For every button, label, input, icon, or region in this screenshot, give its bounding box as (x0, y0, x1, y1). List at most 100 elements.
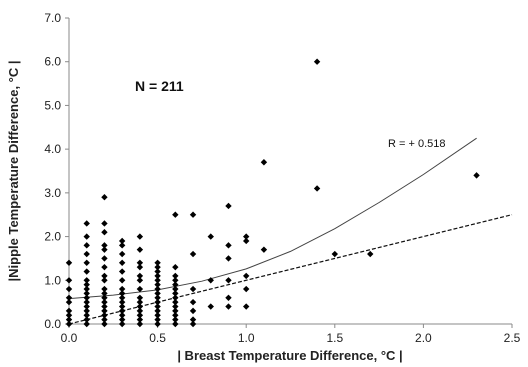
data-point (154, 320, 161, 328)
data-point (367, 250, 374, 258)
y-tick-label: 3.0 (44, 186, 61, 200)
data-point (154, 316, 161, 323)
y-tick-label: 6.0 (44, 55, 61, 69)
data-point (136, 316, 144, 323)
data-point (101, 294, 108, 301)
data-point (172, 211, 179, 218)
axes: 0.0 1.0 2.0 3.0 4.0 5.0 6.0 7.0 0.0 0.5 1.0 1.5 2.0 2… (44, 11, 520, 345)
data-point (172, 316, 179, 323)
data-point (83, 220, 90, 227)
y-tick-label: 7.0 (44, 11, 61, 25)
data-point (101, 316, 108, 323)
data-point (118, 237, 126, 245)
data-point (83, 285, 90, 293)
data-point (172, 312, 179, 319)
data-point (83, 312, 90, 319)
data-point (154, 263, 161, 271)
data-point (243, 233, 250, 240)
data-point (225, 255, 232, 262)
x-tick-label: 1.5 (326, 331, 343, 345)
data-point (101, 277, 108, 284)
data-point (243, 303, 250, 310)
data-point (83, 316, 90, 323)
data-point (225, 294, 232, 301)
data-point (101, 229, 108, 236)
data-point (225, 277, 232, 284)
data-point (65, 285, 73, 293)
data-point (207, 233, 214, 240)
y-axis-title: |Nipple Temperature Difference, °C | (6, 60, 21, 281)
data-point (118, 242, 126, 249)
data-point (154, 268, 161, 275)
data-point (101, 290, 108, 297)
data-point (189, 285, 197, 293)
data-point (154, 281, 161, 288)
data-point (172, 320, 179, 328)
fit-lines (68, 137, 513, 325)
data-point (136, 246, 144, 253)
data-point (83, 281, 90, 288)
data-point (331, 250, 338, 258)
data-point (101, 320, 108, 328)
data-point (118, 259, 126, 266)
data-point (189, 307, 197, 315)
data-point (65, 312, 73, 319)
data-point (136, 259, 144, 266)
exponential-trendline (68, 137, 477, 300)
data-point (260, 246, 268, 253)
data-points (65, 58, 480, 328)
data-point (118, 294, 126, 301)
data-point (225, 303, 232, 310)
data-point (172, 298, 179, 306)
data-point (83, 298, 90, 306)
data-point (136, 307, 144, 315)
data-point (136, 263, 144, 271)
data-point (136, 277, 144, 284)
data-point (83, 294, 90, 301)
data-point (172, 281, 179, 288)
data-point (136, 320, 144, 328)
data-point (118, 307, 126, 315)
x-tick-label: 2.0 (415, 331, 432, 345)
data-point (154, 290, 161, 297)
data-point (65, 259, 73, 266)
data-point (172, 290, 179, 297)
data-point (101, 298, 108, 306)
x-tick-label: 0.0 (61, 331, 78, 345)
data-point (473, 172, 480, 179)
data-point (136, 294, 144, 301)
data-point (118, 303, 126, 310)
data-point (83, 277, 90, 284)
y-tick-label: 0.0 (44, 317, 61, 331)
data-point (189, 211, 197, 218)
data-point (83, 268, 90, 275)
data-point (65, 298, 73, 306)
data-point (136, 298, 144, 306)
data-point (101, 303, 108, 310)
data-point (136, 312, 144, 319)
data-point (83, 259, 90, 266)
data-point (207, 277, 214, 284)
data-point (83, 320, 90, 328)
data-point (118, 285, 126, 293)
data-point (154, 285, 161, 293)
data-point (101, 307, 108, 315)
data-point (154, 259, 161, 266)
x-tick-label: 2.5 (504, 331, 521, 345)
data-point (101, 272, 108, 280)
data-point (172, 294, 179, 301)
x-tick-label: 0.5 (149, 331, 166, 345)
data-point (101, 242, 108, 249)
data-point (101, 194, 108, 201)
data-point (118, 298, 126, 306)
data-point (83, 307, 90, 315)
r-label: R = + 0.518 (388, 138, 446, 150)
data-point (65, 294, 73, 301)
data-point (83, 242, 90, 249)
data-point (189, 298, 197, 306)
data-point (83, 303, 90, 310)
data-point (65, 316, 73, 323)
data-point (101, 255, 108, 262)
data-point (154, 307, 161, 315)
